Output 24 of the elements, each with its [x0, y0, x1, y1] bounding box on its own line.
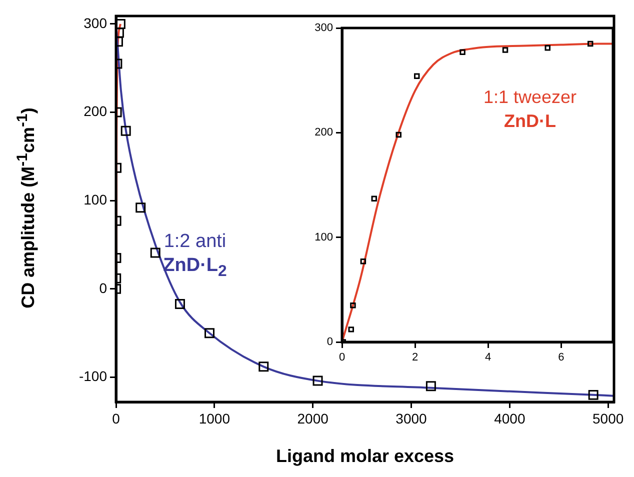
x-axis-title: Ligand molar excess [274, 446, 456, 467]
y-tick-label: 300 [314, 22, 333, 34]
x-tick-label: 5000 [592, 410, 624, 426]
annotation: ZnD·L [503, 110, 557, 133]
x-tick-label: 4000 [494, 410, 526, 426]
y-tick-label: 0 [99, 280, 108, 296]
x-tick-label: 1000 [198, 410, 230, 426]
x-tick-label: 2 [412, 352, 418, 364]
y-tick-label: 200 [84, 103, 108, 120]
y-tick-label: 0 [326, 336, 333, 348]
x-tick-label: 4 [485, 352, 492, 364]
annotation: 1:2 anti [162, 230, 228, 254]
y-tick-label: 200 [314, 126, 333, 139]
x-tick-label: 6 [558, 352, 564, 364]
y-tick-label: 100 [84, 191, 108, 208]
y-tick-label: -100 [78, 368, 108, 384]
x-tick-label: 0 [112, 410, 120, 426]
y-tick-label: 300 [84, 14, 108, 31]
y-tick-label: 100 [314, 231, 333, 244]
annotation: ZnD·L$_{2}$ [163, 255, 227, 280]
annotation: 1:1 tweezer [482, 86, 578, 109]
x-tick-label: 3000 [396, 410, 428, 426]
x-tick-label: 2000 [297, 410, 329, 426]
x-tick-label: 0 [338, 352, 346, 364]
